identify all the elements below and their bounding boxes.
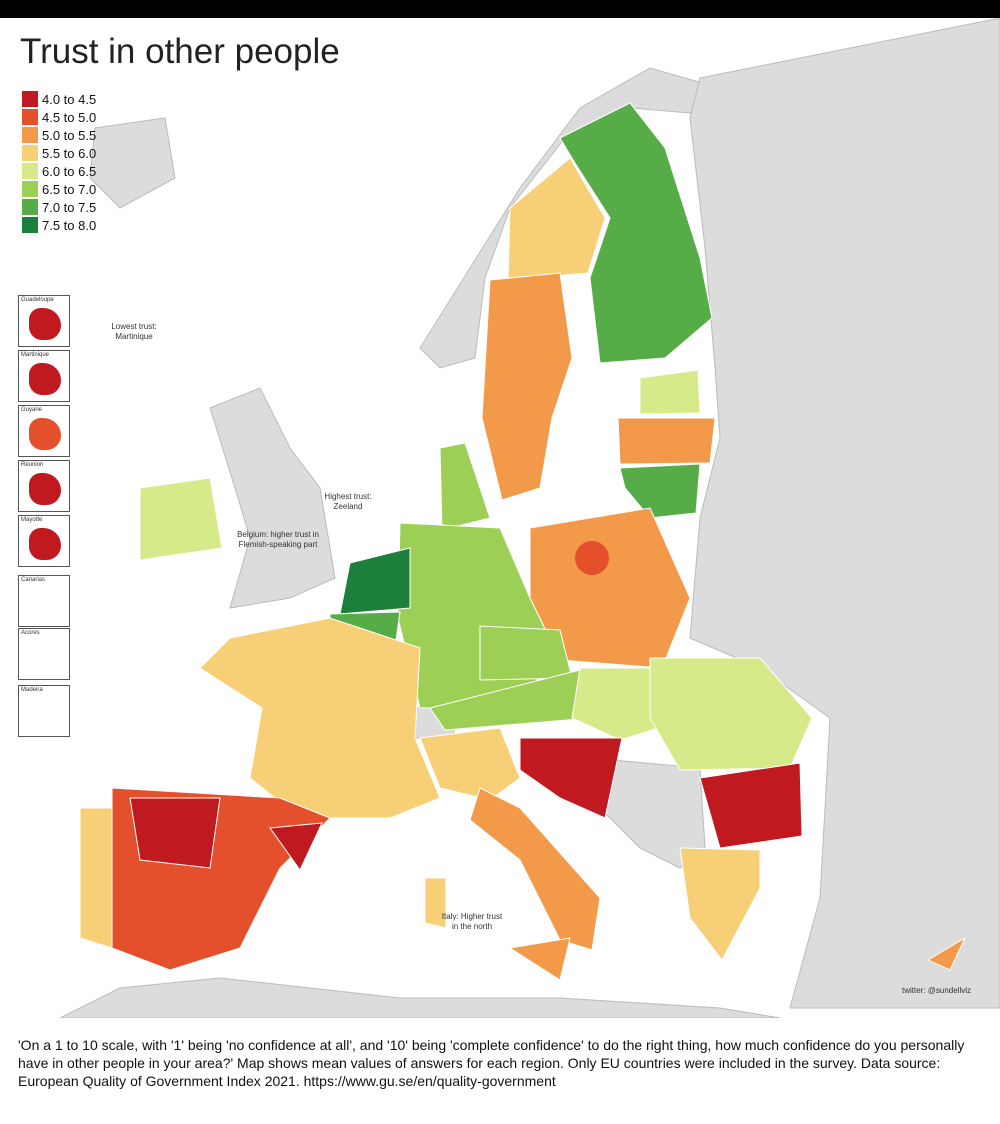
legend-row: 4.5 to 5.0 — [22, 108, 96, 126]
legend: 4.0 to 4.5 4.5 to 5.0 5.0 to 5.5 5.5 to 6.0… — [22, 90, 96, 234]
sweden-south — [481, 272, 573, 501]
italy-north — [419, 727, 521, 801]
bulgaria — [699, 762, 803, 849]
cyprus — [926, 936, 967, 971]
legend-swatch — [22, 109, 38, 125]
legend-label: 5.5 to 6.0 — [42, 145, 97, 161]
annotation: Highest trust: Zeeland — [324, 492, 372, 511]
france — [199, 617, 441, 819]
credit: twitter: @sundellviz — [902, 986, 972, 995]
warsaw-region — [575, 541, 609, 575]
czechia — [479, 625, 573, 681]
legend-swatch — [22, 199, 38, 215]
portugal — [79, 807, 113, 949]
iceland — [89, 117, 176, 209]
norway — [419, 67, 722, 369]
inset-region — [29, 308, 61, 340]
top-bar — [0, 0, 1000, 18]
inset-label: Guyane — [21, 407, 43, 413]
annotation: Italy: Higher trust in the north — [441, 912, 503, 931]
legend-label: 6.5 to 7.0 — [42, 181, 97, 197]
inset-label: Guadeloupe — [21, 297, 54, 303]
legend-swatch — [22, 127, 38, 143]
inset-label: Martinique — [21, 352, 50, 358]
greece — [679, 847, 761, 961]
inset-box: Guyane — [18, 405, 70, 457]
legend-label: 4.5 to 5.0 — [42, 109, 97, 125]
inset-label: Acores — [21, 630, 40, 636]
legend-swatch — [22, 91, 38, 107]
inset-label: Canarias — [21, 577, 46, 583]
estonia — [639, 369, 701, 415]
lithuania — [619, 463, 701, 519]
map — [0, 18, 1000, 1018]
denmark — [439, 442, 491, 531]
inset-box: Mayotte — [18, 515, 70, 567]
legend-row: 5.0 to 5.5 — [22, 126, 96, 144]
legend-row: 6.0 to 6.5 — [22, 162, 96, 180]
inset-box: Madeira — [18, 685, 70, 737]
legend-swatch — [22, 181, 38, 197]
inset-box: Martinique — [18, 350, 70, 402]
inset-region — [29, 418, 61, 450]
inset-label: Réunion — [21, 462, 44, 468]
inset-box: Canarias — [18, 575, 70, 627]
legend-row: 6.5 to 7.0 — [22, 180, 96, 198]
legend-label: 4.0 to 4.5 — [42, 91, 97, 107]
legend-label: 7.5 to 8.0 — [42, 217, 97, 233]
catalonia — [269, 822, 323, 871]
legend-swatch — [22, 163, 38, 179]
latvia — [617, 417, 716, 465]
netherlands — [339, 547, 411, 615]
land — [59, 18, 1000, 1018]
italy-south — [469, 787, 601, 951]
annotation: Lowest trust: Martinique — [111, 322, 157, 341]
legend-row: 7.0 to 7.5 — [22, 198, 96, 216]
finland — [559, 102, 713, 364]
legend-label: 7.0 to 7.5 — [42, 199, 97, 215]
legend-row: 7.5 to 8.0 — [22, 216, 96, 234]
caption: 'On a 1 to 10 scale, with '1' being 'no … — [18, 1037, 965, 1089]
inset-region — [29, 473, 61, 505]
ireland — [139, 477, 223, 561]
legend-swatch — [22, 145, 38, 161]
sardinia — [424, 877, 447, 929]
inset-box: Guadeloupe — [18, 295, 70, 347]
annotation: Belgium: higher trust in Flemish-speakin… — [237, 530, 319, 549]
sweden-north — [507, 157, 606, 281]
title: Trust in other people — [20, 32, 340, 71]
inset-region — [29, 528, 61, 560]
inset-region — [29, 363, 61, 395]
uk — [209, 387, 336, 609]
inset-label: Madeira — [21, 687, 43, 693]
legend-swatch — [22, 217, 38, 233]
north-africa — [59, 977, 781, 1018]
inset-box: Réunion — [18, 460, 70, 512]
russia-east — [689, 18, 1000, 1009]
croatia — [519, 737, 623, 819]
legend-row: 4.0 to 4.5 — [22, 90, 96, 108]
inset-box: Acores — [18, 628, 70, 680]
legend-row: 5.5 to 6.0 — [22, 144, 96, 162]
sicily — [508, 937, 571, 981]
spain-centre — [129, 797, 221, 869]
legend-label: 5.0 to 5.5 — [42, 127, 97, 143]
inset-label: Mayotte — [21, 517, 43, 523]
legend-label: 6.0 to 6.5 — [42, 163, 97, 179]
